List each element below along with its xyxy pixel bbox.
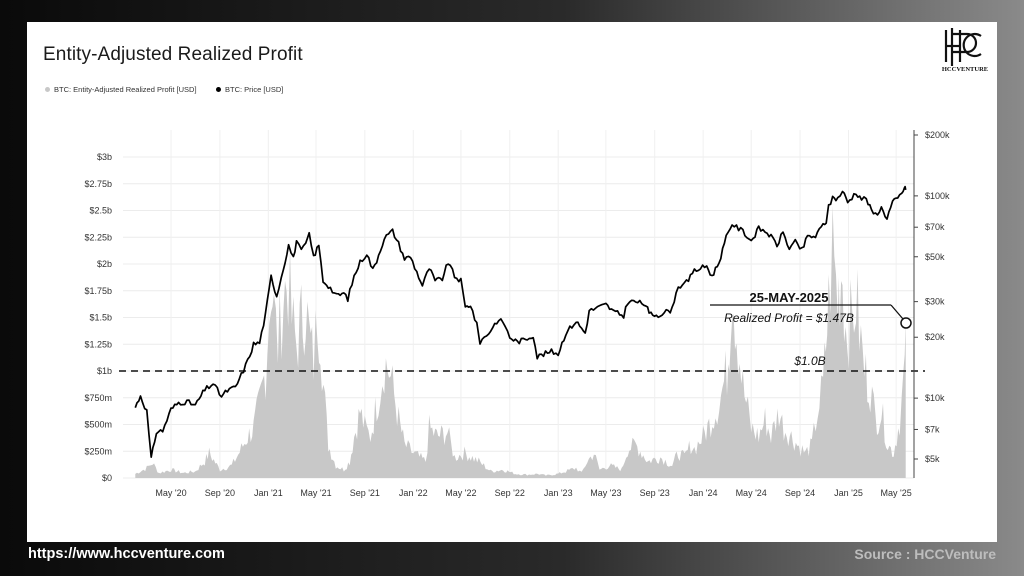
right-axis-tick-label: $30k: [925, 297, 945, 307]
left-axis-tick-label: $2.25b: [84, 232, 112, 242]
left-axis-tick-label: $750m: [84, 393, 112, 403]
right-axis-tick-label: $5k: [925, 454, 940, 464]
x-axis-tick-label: May '22: [445, 488, 476, 498]
x-axis-tick-label: Jan '24: [689, 488, 718, 498]
left-axis-tick-label: $2b: [97, 259, 112, 269]
x-axis-tick-label: Sep '21: [350, 488, 380, 498]
right-axis-tick-label: $10k: [925, 393, 945, 403]
hccventure-logo-mark: [944, 28, 982, 66]
chart-title: Entity-Adjusted Realized Profit: [43, 44, 303, 65]
left-axis-tick-label: $2.5b: [89, 206, 112, 216]
left-axis-tick-label: $1b: [97, 366, 112, 376]
legend-item-price: BTC: Price [USD]: [216, 85, 283, 94]
left-axis-tick-label: $1.25b: [84, 339, 112, 349]
left-axis-tick-label: $1.75b: [84, 286, 112, 296]
x-axis-tick-label: Jan '23: [544, 488, 573, 498]
callout-leader-diagonal: [890, 304, 904, 320]
legend-label-realized-profit: BTC: Entity-Adjusted Realized Profit [US…: [54, 85, 197, 94]
left-axis-tick-label: $1.5b: [89, 313, 112, 323]
right-axis-tick-label: $50k: [925, 252, 945, 262]
callout-date: 25-MAY-2025: [749, 290, 828, 305]
btc-price-line: [134, 185, 907, 458]
x-axis-tick-label: May '25: [881, 488, 912, 498]
x-axis-tick-label: Sep '22: [495, 488, 525, 498]
legend-swatch-price: [216, 87, 221, 92]
chart-card: Entity-Adjusted Realized Profit BTC: Ent…: [27, 22, 997, 542]
legend-label-price: BTC: Price [USD]: [225, 85, 284, 94]
axes: $0 $250m $500m $750m $1b $1.25b $1.5b $1.75b $2b…: [84, 130, 950, 498]
x-axis-tick-label: Jan '25: [834, 488, 863, 498]
x-axis-tick-label: May '21: [300, 488, 331, 498]
right-axis-tick-label: $200k: [925, 130, 950, 140]
hccventure-logo: HCCVENTURE: [937, 26, 993, 76]
left-axis-tick-label: $500m: [84, 420, 112, 430]
x-axis-tick-label: Sep '23: [640, 488, 670, 498]
reference-line-layer: $1.0B: [119, 354, 925, 372]
footer-website-link[interactable]: https://www.hccventure.com: [28, 546, 225, 562]
left-axis-tick-label: $2.75b: [84, 179, 112, 189]
legend-swatch-realized-profit: [45, 87, 50, 92]
chart-plot: $1.0B $0 $250m $500m $750m $1b $1.25b $1.5b $1.…: [84, 130, 950, 498]
right-axis-tick-label: $70k: [925, 222, 945, 232]
right-axis-tick-label: $20k: [925, 332, 945, 342]
right-axis-tick-label: $100k: [925, 191, 950, 201]
reference-line-label: $1.0B: [793, 354, 825, 368]
footer-source-text: Source : HCCVenture: [854, 546, 996, 562]
right-axis-tick-label: $7k: [925, 424, 940, 434]
left-axis-tick-label: $0: [102, 473, 112, 483]
x-axis-tick-label: Sep '20: [205, 488, 235, 498]
x-axis-tick-label: Jan '22: [399, 488, 428, 498]
legend-item-realized-profit: BTC: Entity-Adjusted Realized Profit [US…: [45, 85, 197, 94]
realized-profit-area-layer: [135, 205, 906, 478]
callout-value: Realized Profit = $1.47B: [724, 311, 854, 325]
left-axis-tick-label: $3b: [97, 152, 112, 162]
x-axis-tick-label: Sep '24: [785, 488, 815, 498]
x-axis-tick-label: Jan '21: [254, 488, 283, 498]
left-axis-tick-label: $250m: [84, 446, 112, 456]
x-axis-tick-label: May '24: [736, 488, 767, 498]
x-axis-tick-label: May '23: [590, 488, 621, 498]
price-line-layer: [134, 185, 907, 458]
realized-profit-area: [135, 205, 906, 478]
annotation-layer: 25-MAY-2025 Realized Profit = $1.47B: [710, 290, 912, 329]
x-axis-tick-label: May '20: [155, 488, 186, 498]
callout-marker: [900, 317, 912, 329]
hccventure-logo-text: HCCVENTURE: [941, 66, 989, 73]
